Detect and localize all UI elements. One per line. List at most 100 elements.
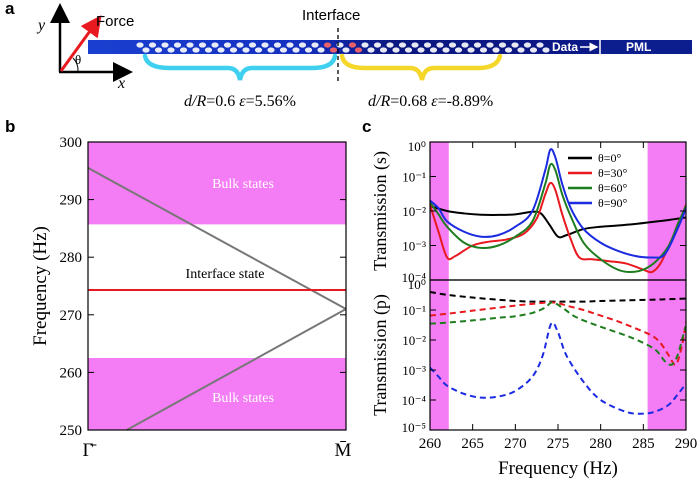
xtick-m: M̄ — [335, 440, 352, 461]
series-s-line — [430, 204, 686, 239]
hole-bottom — [279, 47, 288, 53]
left-region-annotation: d/R=0.6 ε=5.56% — [184, 93, 296, 110]
right-region-annotation: d/R=0.68 ε=-8.89% — [368, 93, 493, 110]
hole-bottom — [267, 47, 275, 53]
hole-top — [448, 42, 457, 48]
hole-bottom — [404, 47, 413, 53]
hole-top — [236, 42, 244, 48]
hole-top — [248, 42, 257, 48]
angle-arc — [72, 57, 79, 73]
legend: θ=0°θ=30°θ=60°θ=90° — [568, 151, 628, 210]
bulk-band — [88, 358, 346, 430]
hole-bottom — [517, 47, 525, 53]
ytick-label: 300 — [60, 135, 83, 151]
hole-top — [361, 42, 369, 48]
hole-top — [136, 42, 144, 48]
hole-top — [386, 42, 394, 48]
bulk-band — [88, 142, 346, 225]
panel-c-top-ylabel: Transmission (s) — [370, 151, 391, 271]
hole-bottom — [254, 47, 263, 53]
ytick-label: 10⁻² — [402, 333, 426, 348]
hole-bottom — [204, 47, 213, 53]
hole-top — [436, 42, 444, 48]
hole-top — [173, 42, 182, 48]
ytick-label: 270 — [60, 308, 83, 324]
hole-top — [486, 42, 494, 48]
hole-bottom — [217, 47, 225, 53]
hole-top — [298, 42, 307, 48]
hole-bottom — [167, 47, 175, 53]
bulk-shade — [647, 142, 686, 430]
axis-x-label: x — [117, 75, 125, 92]
panel-a-schematic: y x θ Force Data PML Interface d/R=0.6 ε… — [36, 3, 692, 110]
hole-bottom — [317, 47, 325, 53]
series-p-line — [430, 301, 686, 366]
series-p-line — [430, 290, 686, 303]
xtick-gamma: Γ̄ — [83, 440, 97, 461]
ytick-label: 10⁻⁵ — [402, 420, 426, 435]
panel-b-ylabel: Frequency (Hz) — [30, 226, 51, 346]
hole-top — [373, 42, 382, 48]
ytick-label: 290 — [60, 193, 83, 209]
hole-bottom — [342, 47, 350, 53]
hole-bottom — [429, 47, 438, 53]
hole-bottom — [392, 47, 400, 53]
hole-bottom — [354, 47, 363, 53]
hole-bottom — [242, 47, 250, 53]
xtick-label: 275 — [547, 436, 570, 452]
hole-bottom — [367, 47, 375, 53]
hole-bottom — [154, 47, 163, 53]
panel-b-frame — [87, 141, 347, 431]
hole-bottom — [492, 47, 500, 53]
bulk-shade — [430, 142, 449, 430]
hole-top — [511, 42, 519, 48]
hole-top — [161, 42, 169, 48]
xtick-label: 270 — [504, 436, 527, 452]
panel-b-band-diagram: 250 260 270 280 290 300 Frequency (Hz) Bulk s… — [30, 135, 352, 461]
band-line — [126, 308, 347, 431]
ytick-label: 10⁻³ — [402, 363, 426, 378]
hole-top — [273, 42, 282, 48]
ytick-label: 10⁻¹ — [402, 170, 426, 185]
panel-c-bottom-ylabel: Transmission (p) — [370, 294, 391, 416]
hole-bottom — [542, 47, 550, 53]
hole-top — [398, 42, 407, 48]
ytick-label: 10⁰ — [408, 139, 426, 154]
hole-bottom — [292, 47, 300, 53]
series-p-line — [430, 301, 686, 366]
right-brace — [339, 53, 503, 81]
series-s-line — [430, 181, 686, 274]
ytick-label: 10⁻³ — [402, 239, 426, 254]
hole-bottom — [417, 47, 425, 53]
interface-state-label: Interface state — [186, 267, 265, 282]
hole-top — [423, 42, 432, 48]
pml-label: PML — [626, 40, 651, 54]
ytick-label: 10⁻² — [402, 204, 426, 219]
legend-label: θ=90° — [598, 196, 628, 210]
hole-top — [223, 42, 232, 48]
xtick-label: 280 — [589, 436, 612, 452]
panel-c-transmission: 260 265 270 275 280 285 290 10⁻⁴ 10⁻³ 10⁻² 10⁻¹ 10⁰… — [370, 139, 697, 479]
panel-c-bottom-frame — [429, 279, 687, 431]
force-label: Force — [96, 13, 134, 30]
hole-bottom — [379, 47, 388, 53]
legend-label: θ=30° — [598, 166, 628, 180]
angle-symbol: θ — [75, 52, 81, 67]
panel-label-b: b — [5, 117, 16, 136]
hole-bottom — [179, 47, 188, 53]
hole-top — [148, 42, 157, 48]
hole-top — [461, 42, 469, 48]
xtick-label: 260 — [419, 436, 442, 452]
left-brace — [142, 53, 338, 81]
ytick-label: 10⁻¹ — [402, 303, 426, 318]
legend-label: θ=60° — [598, 181, 628, 195]
series-s-line — [430, 162, 686, 274]
hole-top — [211, 42, 219, 48]
hole-top — [186, 42, 194, 48]
hole-top — [323, 42, 332, 48]
ytick-label: 10⁻⁴ — [402, 270, 427, 285]
force-arrow — [59, 15, 102, 72]
pml-region — [600, 40, 692, 54]
hole-bottom — [479, 47, 488, 53]
panel-label-c: c — [362, 117, 372, 136]
